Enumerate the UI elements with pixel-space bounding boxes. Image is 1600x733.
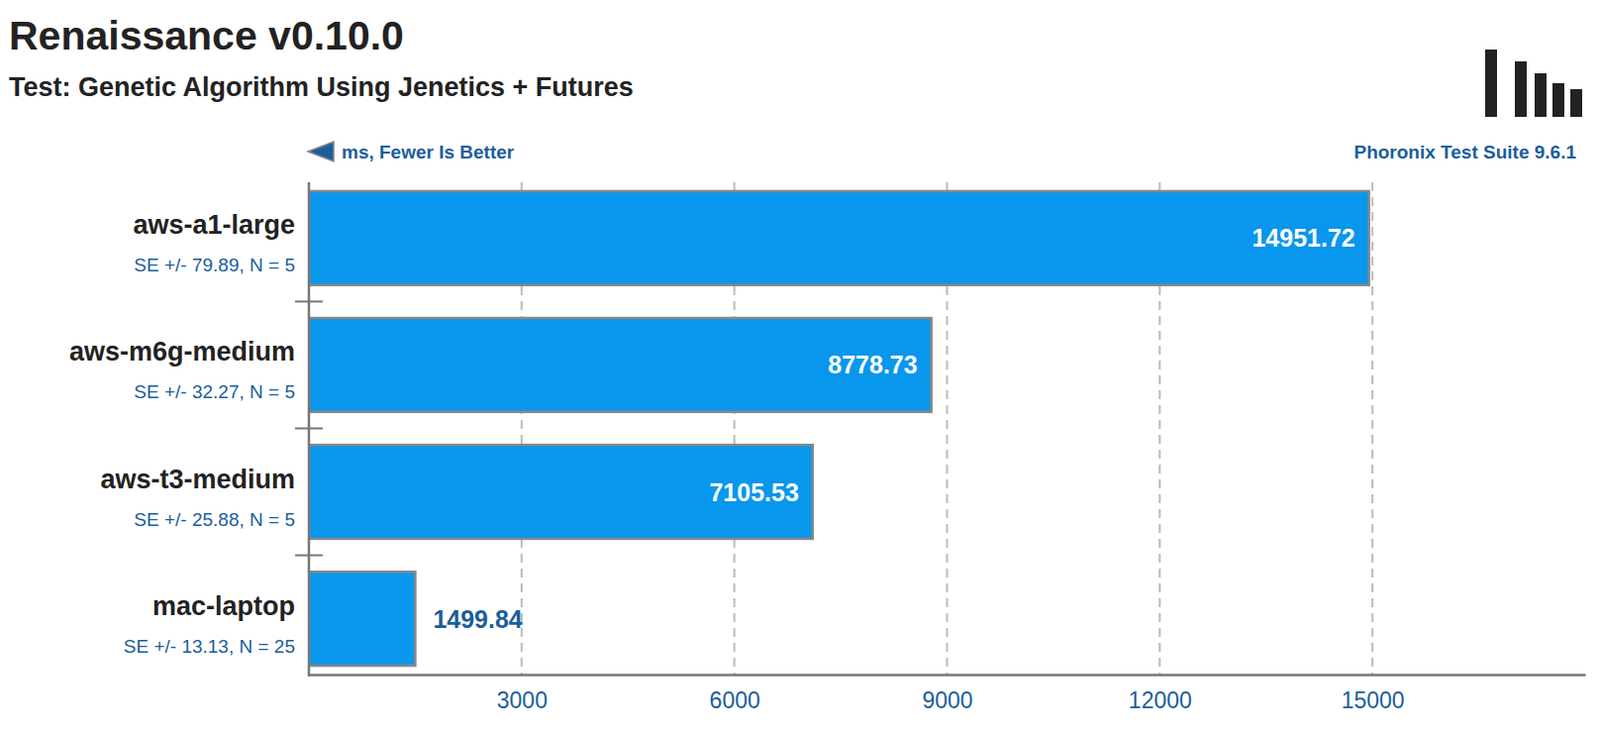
bar	[308, 317, 932, 412]
logo-bar	[1552, 83, 1565, 117]
tick: 3000	[497, 674, 548, 713]
grid-line	[1371, 182, 1374, 675]
category-label: mac-laptop	[152, 591, 296, 621]
x-axis: 3000 6000 9000 12000 15000	[309, 674, 1587, 713]
annotation: SE +/- 79.89, N = 5	[133, 254, 296, 276]
logo-bar	[1570, 89, 1583, 117]
tick: 9000	[921, 674, 973, 713]
logo	[1485, 49, 1583, 117]
annotation: SE +/- 13.13, N = 25	[123, 635, 296, 657]
data-label: 7105.53	[708, 478, 799, 506]
annotation: SE +/- 32.27, N = 5	[133, 381, 296, 402]
title: Renaissance v0.10.0	[8, 12, 404, 59]
bar	[308, 191, 1370, 286]
category-label: aws-t3-medium	[100, 464, 296, 495]
tick-label: 6000	[709, 687, 761, 713]
bar	[308, 444, 813, 539]
logo-bar	[1514, 61, 1527, 117]
y-axis-line	[307, 182, 311, 677]
source: Phoronix Test Suite 9.6.1	[1353, 141, 1577, 163]
logo-bar	[1485, 49, 1498, 117]
bars	[308, 191, 1370, 666]
data-label: 8778.73	[827, 350, 917, 379]
tick: 12000	[1128, 674, 1193, 713]
tick-label: 9000	[921, 687, 973, 713]
arrow	[307, 141, 334, 162]
category-label: aws-a1-large	[132, 209, 296, 240]
tick-label: 3000	[497, 687, 548, 713]
tick-label: 12000	[1128, 687, 1193, 713]
tick-label: 15000	[1341, 687, 1405, 713]
annotation: SE +/- 25.88, N = 5	[133, 508, 296, 530]
tick: 6000	[709, 674, 761, 713]
axis-label: ms, Fewer Is Better	[341, 141, 515, 163]
logo-bar	[1534, 73, 1547, 117]
category-label: aws-m6g-medium	[69, 336, 296, 367]
subtitle: Test: Genetic Algorithm Using Jenetics +…	[8, 72, 634, 102]
axis-line	[309, 673, 1587, 677]
bar	[308, 571, 415, 666]
tick: 15000	[1341, 674, 1405, 713]
data-label: 1499.84	[432, 604, 522, 633]
data-label: 14951.72	[1251, 223, 1355, 252]
